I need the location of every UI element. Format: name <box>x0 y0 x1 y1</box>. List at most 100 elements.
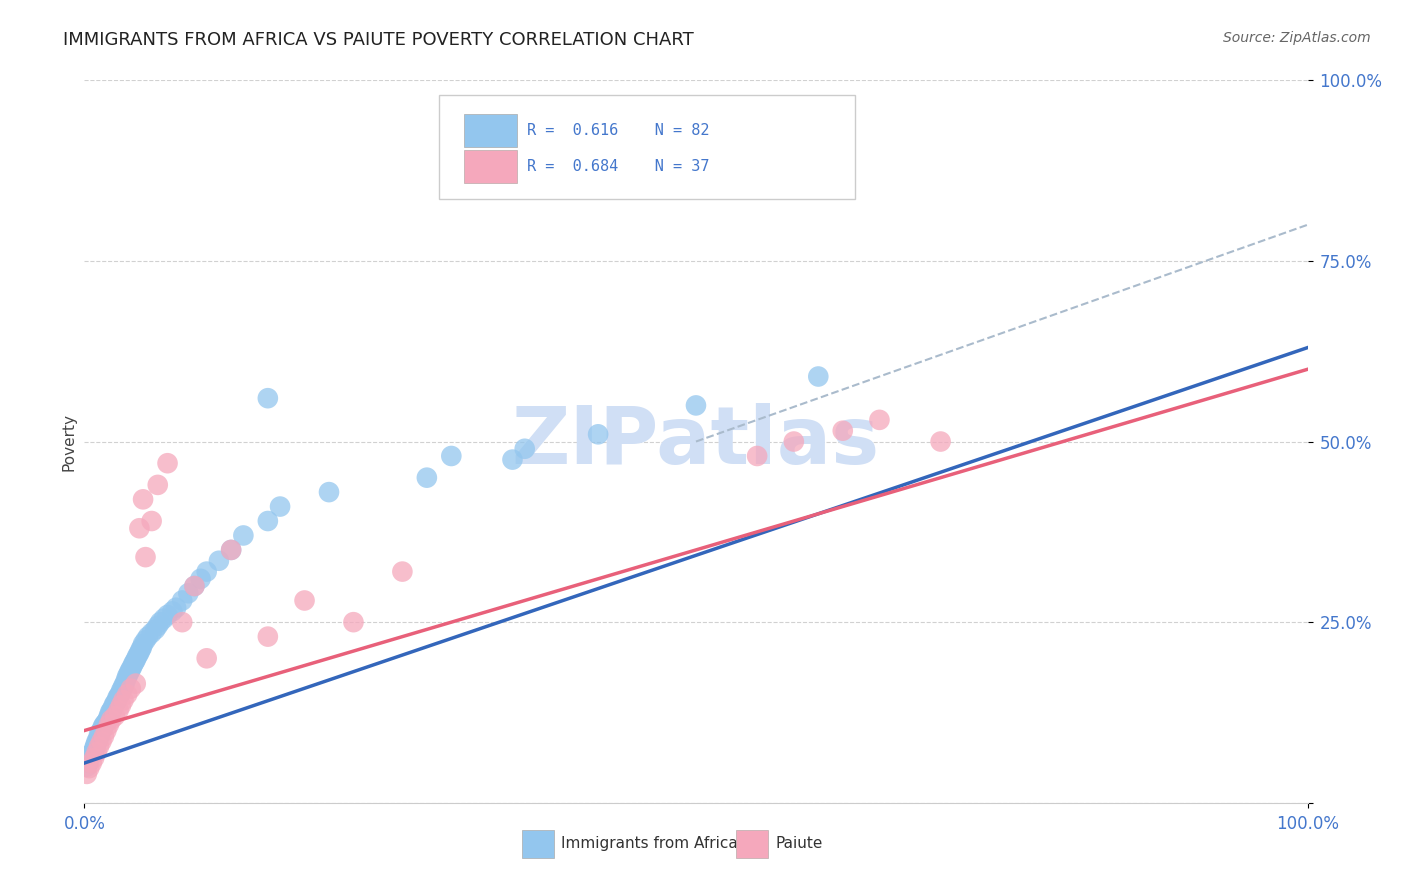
Point <box>115 669 138 683</box>
Point <box>342 615 364 630</box>
Point <box>110 683 132 698</box>
Point <box>80 747 103 761</box>
Text: IMMIGRANTS FROM AFRICA VS PAIUTE POVERTY CORRELATION CHART: IMMIGRANTS FROM AFRICA VS PAIUTE POVERTY… <box>63 31 695 49</box>
Point <box>513 442 536 456</box>
Text: ZIPatlas: ZIPatlas <box>512 402 880 481</box>
Point <box>257 630 280 644</box>
Point <box>111 681 134 696</box>
Point <box>97 718 120 732</box>
Point <box>91 720 114 734</box>
Point <box>91 722 114 736</box>
Point <box>929 434 952 449</box>
Point <box>118 665 141 679</box>
Point <box>440 449 463 463</box>
Point <box>114 676 136 690</box>
Point <box>146 619 169 633</box>
Point <box>93 718 115 732</box>
Point <box>107 689 129 703</box>
Point <box>80 756 103 770</box>
Point <box>269 500 291 514</box>
Point <box>104 709 127 723</box>
Point <box>156 456 179 470</box>
Point <box>172 593 194 607</box>
Point <box>77 761 100 775</box>
Point <box>128 646 150 660</box>
Point <box>807 369 830 384</box>
Point <box>117 667 139 681</box>
Point <box>685 398 707 412</box>
Point <box>219 542 242 557</box>
Point <box>87 739 110 754</box>
Point <box>112 679 135 693</box>
Point <box>100 703 122 717</box>
Point <box>172 615 194 630</box>
Point <box>177 586 200 600</box>
Point <box>183 579 205 593</box>
Point <box>747 449 769 463</box>
Point <box>100 713 122 727</box>
FancyBboxPatch shape <box>464 150 517 183</box>
Point <box>149 615 172 630</box>
Point <box>156 607 179 622</box>
Point <box>84 738 107 752</box>
Point <box>87 727 110 741</box>
Point <box>110 698 132 713</box>
Point <box>125 653 148 667</box>
FancyBboxPatch shape <box>439 95 855 200</box>
Point <box>143 623 166 637</box>
Point <box>195 651 218 665</box>
Point <box>90 734 112 748</box>
Point <box>125 676 148 690</box>
Point <box>89 725 111 739</box>
Point <box>97 710 120 724</box>
Point <box>502 452 524 467</box>
Point <box>86 734 108 748</box>
Point <box>257 514 280 528</box>
Point <box>124 655 146 669</box>
Point <box>219 542 242 557</box>
FancyBboxPatch shape <box>464 113 517 147</box>
Point <box>87 732 110 747</box>
Point <box>141 514 163 528</box>
Point <box>146 478 169 492</box>
Point <box>86 745 108 759</box>
Point <box>94 716 117 731</box>
Point <box>208 554 231 568</box>
Point <box>76 767 98 781</box>
Point <box>83 744 105 758</box>
Point <box>112 693 135 707</box>
Point <box>115 687 138 701</box>
Point <box>96 714 118 729</box>
Point <box>190 572 212 586</box>
Point <box>125 649 148 664</box>
Point <box>87 731 110 745</box>
Point <box>783 434 806 449</box>
Point <box>162 604 184 618</box>
Point <box>132 492 155 507</box>
Point <box>79 748 101 763</box>
Point <box>120 662 142 676</box>
Point <box>120 681 142 696</box>
Point <box>132 637 155 651</box>
Point <box>101 702 124 716</box>
Point <box>195 565 218 579</box>
Point <box>121 660 143 674</box>
Text: R =  0.684    N = 37: R = 0.684 N = 37 <box>527 159 710 174</box>
Point <box>93 729 115 743</box>
Point <box>136 630 159 644</box>
Point <box>83 741 105 756</box>
Point <box>416 470 439 484</box>
Point <box>586 427 609 442</box>
Point <box>90 723 112 738</box>
Point <box>108 687 131 701</box>
Point <box>183 579 205 593</box>
Point <box>96 723 118 738</box>
Point <box>232 528 254 542</box>
Point <box>76 760 98 774</box>
Point <box>165 600 187 615</box>
Point <box>83 751 105 765</box>
Point <box>831 424 853 438</box>
Point <box>104 696 127 710</box>
Text: Paiute: Paiute <box>776 837 823 852</box>
Point <box>115 673 138 687</box>
